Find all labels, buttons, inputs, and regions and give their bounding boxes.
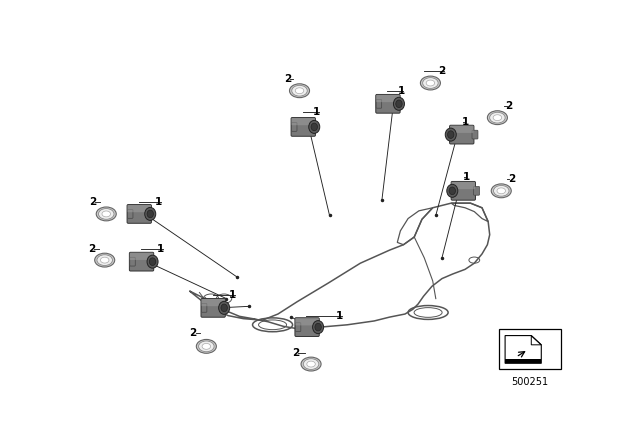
Text: 2: 2 (506, 101, 513, 111)
Ellipse shape (488, 111, 508, 125)
FancyBboxPatch shape (127, 205, 152, 223)
Ellipse shape (97, 255, 113, 266)
Ellipse shape (99, 209, 114, 219)
Text: 2: 2 (90, 197, 97, 207)
Bar (505, 359, 541, 363)
FancyBboxPatch shape (129, 252, 154, 271)
Ellipse shape (497, 188, 506, 194)
Ellipse shape (147, 255, 158, 268)
Ellipse shape (315, 323, 321, 331)
Ellipse shape (289, 84, 310, 98)
FancyBboxPatch shape (474, 186, 479, 195)
Text: 2: 2 (189, 328, 197, 338)
FancyBboxPatch shape (127, 205, 151, 212)
Ellipse shape (445, 128, 456, 141)
Ellipse shape (493, 115, 502, 121)
Ellipse shape (303, 359, 319, 370)
Ellipse shape (447, 131, 454, 138)
Text: 2: 2 (88, 244, 95, 254)
FancyBboxPatch shape (451, 181, 476, 200)
Ellipse shape (493, 185, 509, 196)
Text: 2: 2 (508, 173, 515, 184)
Ellipse shape (221, 304, 227, 312)
FancyBboxPatch shape (450, 125, 474, 133)
Text: 1: 1 (463, 172, 470, 182)
FancyBboxPatch shape (452, 182, 475, 189)
Bar (499, 329, 561, 370)
Ellipse shape (426, 80, 435, 86)
Ellipse shape (219, 302, 230, 314)
Ellipse shape (196, 340, 216, 353)
Ellipse shape (447, 184, 458, 197)
Ellipse shape (492, 184, 511, 198)
FancyBboxPatch shape (376, 99, 381, 108)
FancyBboxPatch shape (295, 318, 319, 325)
FancyBboxPatch shape (291, 117, 316, 136)
Ellipse shape (307, 361, 316, 367)
Ellipse shape (308, 121, 320, 134)
FancyBboxPatch shape (202, 303, 207, 312)
Text: 1: 1 (229, 290, 236, 300)
Ellipse shape (311, 123, 317, 131)
Text: 1: 1 (397, 86, 404, 96)
Ellipse shape (145, 207, 156, 220)
Ellipse shape (149, 258, 156, 266)
Ellipse shape (396, 100, 402, 108)
Ellipse shape (96, 207, 116, 221)
Text: 500251: 500251 (511, 377, 548, 387)
Ellipse shape (420, 76, 440, 90)
Ellipse shape (202, 344, 211, 349)
Ellipse shape (394, 97, 404, 110)
FancyBboxPatch shape (291, 123, 297, 131)
FancyBboxPatch shape (202, 299, 225, 306)
Ellipse shape (102, 211, 111, 217)
Text: 2: 2 (284, 74, 292, 84)
Text: 1: 1 (336, 310, 343, 321)
FancyBboxPatch shape (472, 130, 478, 139)
Text: 2: 2 (292, 348, 300, 358)
Ellipse shape (301, 357, 321, 371)
FancyBboxPatch shape (130, 253, 154, 260)
Text: 1: 1 (157, 244, 164, 254)
FancyBboxPatch shape (449, 125, 474, 144)
Ellipse shape (312, 321, 324, 334)
FancyBboxPatch shape (127, 210, 133, 218)
Ellipse shape (147, 210, 154, 218)
Text: 1: 1 (155, 197, 162, 207)
Text: 1: 1 (313, 107, 320, 116)
Ellipse shape (449, 187, 456, 194)
Ellipse shape (100, 257, 109, 263)
Ellipse shape (490, 112, 505, 123)
FancyBboxPatch shape (295, 318, 319, 336)
FancyBboxPatch shape (295, 323, 301, 332)
Ellipse shape (422, 78, 438, 88)
FancyBboxPatch shape (291, 118, 315, 125)
Text: 1: 1 (461, 116, 468, 126)
Ellipse shape (292, 86, 307, 96)
FancyBboxPatch shape (201, 298, 225, 317)
FancyBboxPatch shape (376, 95, 400, 113)
FancyBboxPatch shape (130, 257, 135, 266)
FancyBboxPatch shape (376, 95, 400, 102)
Ellipse shape (198, 341, 214, 352)
Ellipse shape (295, 88, 304, 94)
Ellipse shape (95, 253, 115, 267)
Text: 2: 2 (438, 66, 445, 76)
